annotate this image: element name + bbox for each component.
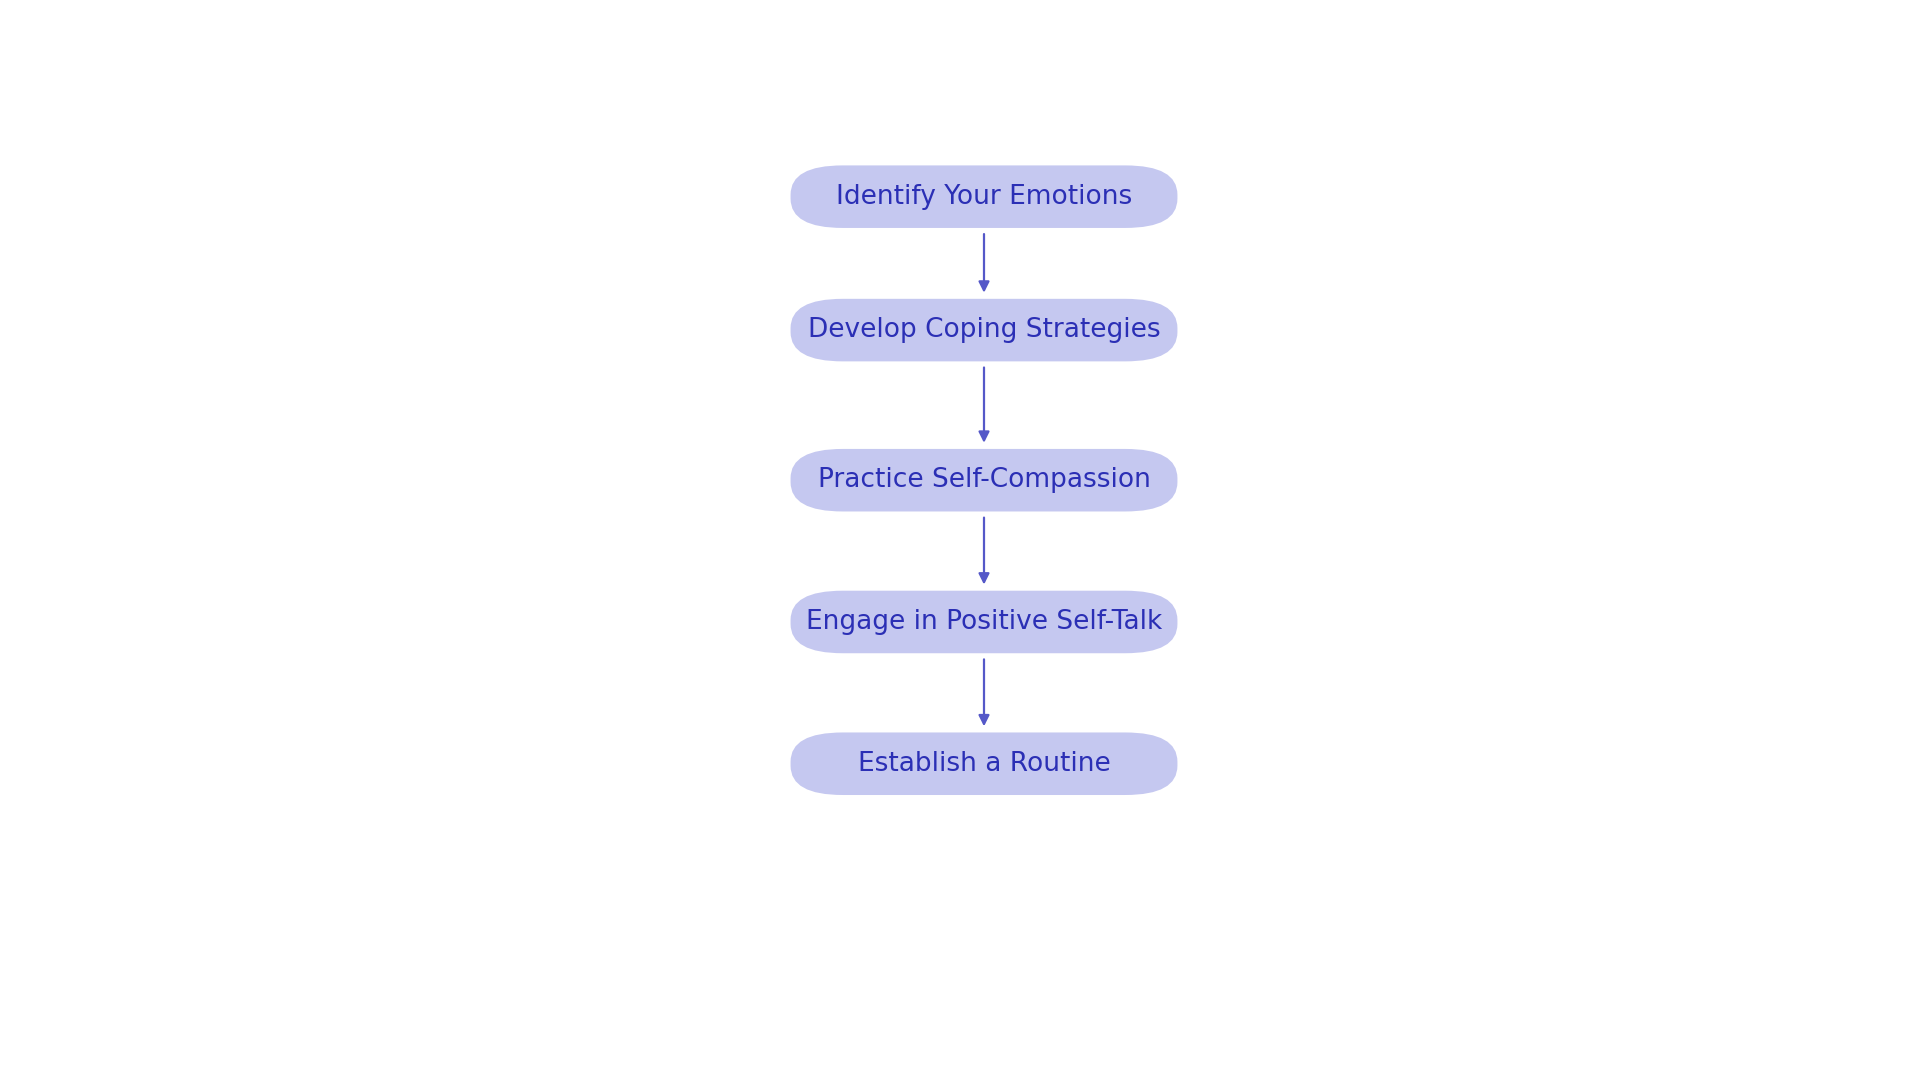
FancyBboxPatch shape [791,166,1177,227]
FancyBboxPatch shape [791,449,1177,511]
FancyBboxPatch shape [791,732,1177,795]
FancyBboxPatch shape [791,590,1177,653]
Text: Identify Your Emotions: Identify Your Emotions [835,184,1133,210]
Text: Establish a Routine: Establish a Routine [858,751,1110,777]
FancyBboxPatch shape [791,299,1177,362]
Text: Engage in Positive Self-Talk: Engage in Positive Self-Talk [806,609,1162,635]
Text: Practice Self-Compassion: Practice Self-Compassion [818,467,1150,493]
Text: Develop Coping Strategies: Develop Coping Strategies [808,317,1160,343]
